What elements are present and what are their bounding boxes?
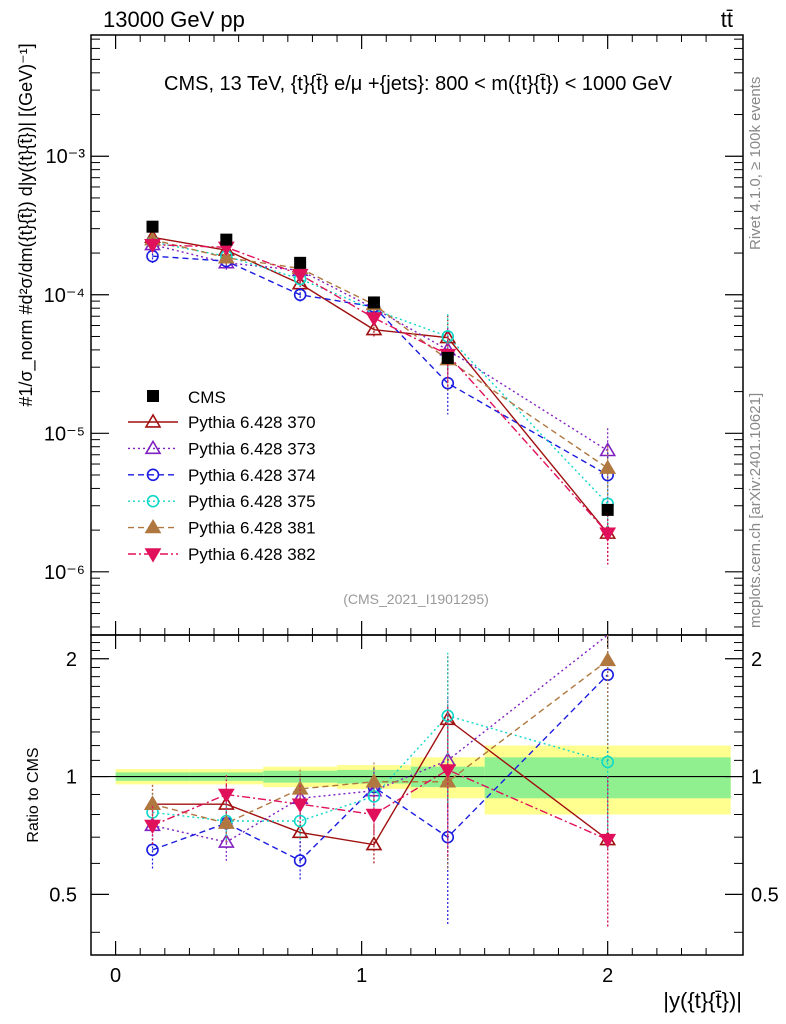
side-text-mcplots: mcplots.cern.ch [arXiv:2401.10621] — [747, 393, 764, 628]
plot-title: CMS, 13 TeV, {t}{t̄} e/μ +{jets}: 800 < … — [164, 73, 673, 95]
ratio-tick-label-right: 1 — [751, 767, 762, 789]
ratio-y-axis-label: Ratio to CMS — [25, 747, 42, 842]
y-tick-label: 10⁻⁴ — [44, 285, 85, 307]
y-tick-label: 10⁻³ — [46, 146, 86, 168]
legend-marker-1 — [144, 413, 162, 428]
ratio-point-6 — [599, 833, 617, 849]
ratio-point-6 — [144, 819, 161, 835]
legend-label-6: Pythia 6.428 382 — [188, 545, 316, 564]
series-point-6 — [599, 527, 617, 542]
ratio-point-3 — [146, 843, 159, 857]
ratio-point-4 — [441, 709, 455, 723]
ratio-line-5 — [152, 659, 609, 824]
ratio-point-3 — [293, 854, 307, 867]
series-line-6 — [152, 243, 609, 534]
ratio-point-5 — [365, 773, 383, 788]
y-axis-label: #1/σ_norm #d²σ/dm({t}{t̄}) d|y({t}{t̄})|… — [16, 43, 37, 406]
side-text-rivet: Rivet 4.1.0, ≥ 100k events — [747, 77, 764, 250]
series-point-6 — [291, 268, 309, 284]
legend-label-3: Pythia 6.428 374 — [188, 466, 316, 485]
x-axis-label: |y({t}{t̄})| — [663, 988, 742, 1013]
cms-data-point — [220, 233, 233, 246]
ratio-point-4 — [293, 814, 307, 828]
legend-label-1: Pythia 6.428 370 — [188, 413, 316, 432]
ratio-point-6 — [365, 808, 383, 824]
ratio-point-6 — [439, 764, 457, 779]
series-point-5 — [217, 249, 235, 264]
ratio-point-1 — [291, 823, 309, 839]
series-line-3 — [152, 255, 609, 476]
legend-label-5: Pythia 6.428 381 — [188, 519, 316, 538]
series-line-5 — [152, 238, 609, 469]
legend-label-2: Pythia 6.428 373 — [188, 439, 316, 458]
ratio-point-1 — [365, 836, 383, 851]
ratio-point-2 — [217, 833, 235, 848]
series-line-1 — [152, 236, 609, 534]
watermark: (CMS_2021_I1901295) — [343, 591, 489, 607]
series-point-5 — [599, 459, 617, 474]
main-series-lines — [152, 236, 609, 534]
main-panel: 10⁻⁶ 10⁻⁵ 10⁻⁴ 10⁻³ 0 1 2 CMS, 13 TeV, {t}{t̄}… — [44, 34, 744, 987]
ratio-tick-label: 0.5 — [49, 884, 77, 906]
ratio-point-5 — [217, 814, 235, 829]
ratio-ticks: 0.5 0.5 1 1 2 2 — [49, 642, 779, 933]
y-tick-label: 10⁻⁵ — [44, 423, 85, 445]
legend-label-4: Pythia 6.428 375 — [188, 492, 316, 511]
legend-marker-6 — [144, 548, 162, 563]
main-ticks: 10⁻⁶ 10⁻⁵ 10⁻⁴ 10⁻³ 0 1 2 — [44, 35, 743, 987]
legend-marker-cms — [147, 390, 159, 402]
ratio-line-6 — [152, 769, 608, 841]
series-line-2 — [152, 243, 609, 452]
ratio-point-5 — [599, 651, 617, 667]
x-tick-label: 0 — [110, 965, 121, 987]
ratio-line-1 — [152, 718, 609, 846]
legend-marker-5 — [144, 519, 162, 534]
cms-data-point — [294, 256, 307, 269]
ratio-tick-label-right: 2 — [751, 649, 762, 671]
legend-marker-3 — [146, 468, 160, 482]
header-right: tt̄ — [721, 7, 733, 32]
legend: CMS Pythia 6.428 370 Pythia 6.428 373 Pythi… — [128, 388, 316, 564]
x-tick-label: 1 — [356, 965, 367, 987]
ratio-series-marks — [144, 635, 617, 928]
series-point-1 — [365, 321, 383, 336]
legend-label-cms: CMS — [188, 388, 226, 407]
cms-data-point — [146, 220, 159, 233]
series-line-4 — [152, 241, 609, 505]
ratio-point-5 — [144, 795, 161, 810]
ratio-frame — [90, 634, 744, 956]
ratio-point-6 — [291, 798, 309, 813]
ratio-line-3 — [152, 674, 609, 862]
ratio-tick-label: 2 — [66, 649, 77, 671]
cms-data-point — [601, 503, 614, 516]
ratio-tick-label: 1 — [66, 767, 77, 789]
series-point-3 — [293, 288, 307, 302]
series-point-6 — [365, 312, 383, 327]
cms-data-point — [367, 296, 380, 309]
legend-marker-4 — [146, 494, 160, 508]
legend-marker-2 — [144, 439, 162, 455]
x-tick-label: 2 — [602, 965, 613, 987]
ratio-point-4 — [601, 755, 614, 769]
ratio-point-6 — [217, 788, 235, 804]
ratio-series-lines — [152, 634, 609, 862]
main-series-marks — [144, 220, 617, 565]
series-point-6 — [144, 238, 161, 254]
ratio-tick-label-right: 0.5 — [751, 884, 779, 906]
y-tick-label: 10⁻⁶ — [44, 562, 85, 584]
ratio-panel: 0.5 0.5 1 1 2 2 — [49, 634, 779, 956]
cms-data-point — [441, 351, 454, 364]
header-left: 13000 GeV pp — [103, 7, 245, 32]
